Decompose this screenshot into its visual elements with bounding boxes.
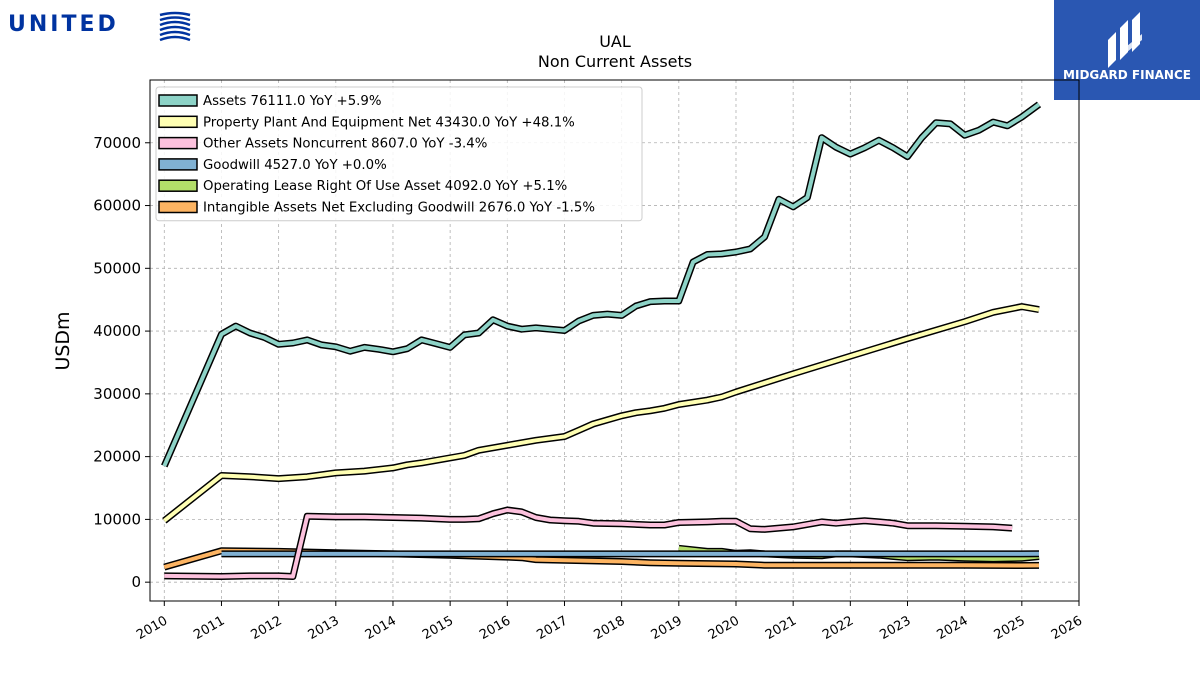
legend-box xyxy=(155,86,643,222)
x-tick-label: 2010 xyxy=(134,613,170,643)
series-line xyxy=(161,101,1042,468)
midgard-finance-logo: MIDGARD FINANCE xyxy=(1054,0,1200,100)
y-tick-label: 20000 xyxy=(93,448,141,466)
grid xyxy=(150,80,1080,601)
legend-item: Property Plant And Equipment Net 43430.0… xyxy=(158,115,575,130)
chart-subtitle: Non Current Assets xyxy=(537,52,693,71)
legend-item: Operating Lease Right Of Use Asset 4092.… xyxy=(158,179,567,194)
x-tick-label: 2013 xyxy=(306,613,342,643)
legend-label: Assets 76111.0 YoY +5.9% xyxy=(203,94,381,109)
series-line-fill xyxy=(164,508,1013,579)
series-line-fill xyxy=(162,102,1041,467)
midgard-mark-icon xyxy=(1108,12,1142,68)
x-tick-label: 2019 xyxy=(649,613,685,643)
x-tick-label: 2011 xyxy=(191,613,227,643)
x-tick-label: 2018 xyxy=(591,613,627,643)
series-layer xyxy=(161,101,1042,580)
x-tick-label: 2021 xyxy=(763,613,799,643)
legend-swatch xyxy=(158,179,198,192)
legend-label: Property Plant And Equipment Net 43430.0… xyxy=(203,115,575,130)
y-tick-label: 50000 xyxy=(93,259,141,277)
y-tick-label: 60000 xyxy=(93,197,141,215)
x-tick-label: 2024 xyxy=(935,613,971,643)
legend-label: Other Assets Noncurrent 8607.0 YoY -3.4% xyxy=(203,137,487,152)
legend-item: Intangible Assets Net Excluding Goodwill… xyxy=(158,200,595,216)
legend-swatch xyxy=(158,136,198,150)
series-line xyxy=(164,506,1013,580)
legend-item: Other Assets Noncurrent 8607.0 YoY -3.4% xyxy=(158,136,487,152)
x-tick-label: 2016 xyxy=(477,613,513,643)
axes: 2010 2011 2012 2013 2014 2015 2016 2017 2018 2019… xyxy=(93,134,1085,643)
x-tick-label: 2014 xyxy=(363,613,399,643)
x-tick-label: 2015 xyxy=(420,613,456,643)
legend-label: Goodwill 4527.0 YoY +0.0% xyxy=(203,158,387,173)
series-line-fill xyxy=(163,304,1040,523)
series-line xyxy=(162,303,1040,524)
plot-frame xyxy=(149,79,1080,602)
legend-swatch xyxy=(158,115,198,129)
y-tick-label: 70000 xyxy=(93,134,141,152)
y-tick-label: 10000 xyxy=(93,510,141,528)
legend-swatch xyxy=(158,94,198,107)
legend-label: Intangible Assets Net Excluding Goodwill… xyxy=(203,201,595,216)
midgard-finance-name: MIDGARD FINANCE xyxy=(1063,68,1191,82)
y-axis-label: USDm xyxy=(52,311,74,370)
legend-swatch xyxy=(158,200,198,214)
united-globe-icon xyxy=(158,9,192,43)
x-tick-label: 2017 xyxy=(534,613,570,643)
legend-label: Operating Lease Right Of Use Asset 4092.… xyxy=(203,179,567,194)
x-tick-label: 2025 xyxy=(992,613,1028,643)
y-tick-label: 40000 xyxy=(93,322,141,340)
x-tick-label: 2022 xyxy=(820,613,856,643)
x-tick-label: 2012 xyxy=(248,613,284,643)
y-tick-label: 0 xyxy=(131,573,141,591)
x-tick-label: 2026 xyxy=(1049,613,1085,643)
legend: Assets 76111.0 YoY +5.9% Property Plant A… xyxy=(155,86,643,222)
united-logo: UNITED xyxy=(4,4,194,43)
united-wordmark: UNITED xyxy=(8,12,119,37)
legend-swatch xyxy=(158,158,198,171)
legend-item: Assets 76111.0 YoY +5.9% xyxy=(158,94,381,109)
y-tick-label: 30000 xyxy=(93,385,141,403)
x-tick-label: 2020 xyxy=(706,613,742,643)
x-tick-label: 2023 xyxy=(877,613,913,643)
legend-item: Goodwill 4527.0 YoY +0.0% xyxy=(158,158,387,173)
chart-title: UAL xyxy=(599,32,631,51)
